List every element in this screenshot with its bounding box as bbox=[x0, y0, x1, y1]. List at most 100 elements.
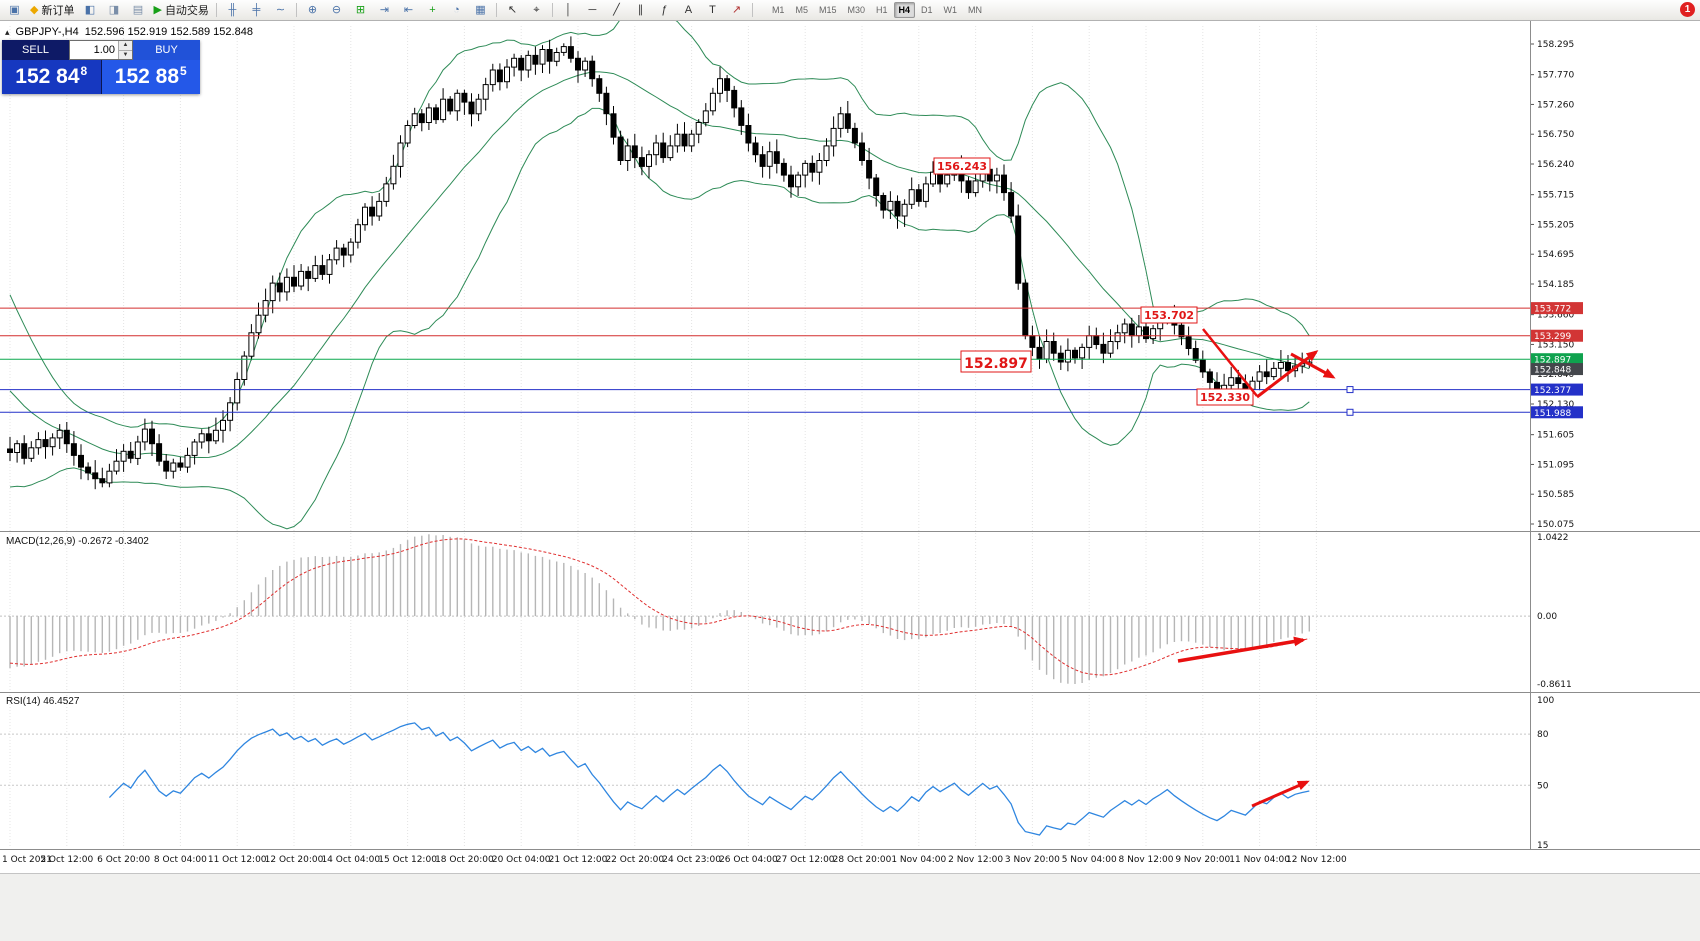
cursor-icon: ↖ bbox=[507, 3, 518, 16]
svg-text:151.095: 151.095 bbox=[1537, 460, 1574, 470]
terminal-button[interactable]: ▤ bbox=[126, 1, 149, 20]
svg-text:157.770: 157.770 bbox=[1537, 71, 1574, 81]
timeframe-h4[interactable]: H4 bbox=[893, 2, 916, 18]
timeframe-mn[interactable]: MN bbox=[968, 5, 983, 15]
channel-button[interactable]: ∥ bbox=[629, 1, 652, 20]
horizontal-line-button[interactable]: ─ bbox=[581, 1, 604, 20]
data-window-button[interactable]: ◨ bbox=[102, 1, 125, 20]
one-click-toggle-icon[interactable]: ▴ bbox=[5, 26, 10, 37]
svg-text:154.695: 154.695 bbox=[1537, 250, 1574, 260]
templates-icon: ▦ bbox=[475, 3, 486, 16]
svg-text:2 Nov 12:00: 2 Nov 12:00 bbox=[948, 855, 1003, 865]
auto-scroll-button[interactable]: ⇥ bbox=[373, 1, 396, 20]
indicators-button[interactable]: + bbox=[421, 1, 444, 20]
svg-text:154.185: 154.185 bbox=[1537, 280, 1574, 290]
market-watch-button[interactable]: ◧ bbox=[78, 1, 101, 20]
price-badge-151.988: 151.988 bbox=[1531, 406, 1583, 419]
buy-price-pip: 5 bbox=[180, 64, 187, 78]
line-chart-button[interactable]: ∼ bbox=[269, 1, 292, 20]
vertical-line-icon: │ bbox=[565, 3, 572, 16]
price-annotation-152.897[interactable]: 152.897 bbox=[960, 350, 1032, 373]
svg-text:8 Oct 04:00: 8 Oct 04:00 bbox=[154, 855, 207, 865]
svg-text:152.897: 152.897 bbox=[1534, 356, 1571, 366]
notification-badge[interactable]: 1 bbox=[1680, 2, 1695, 17]
timeframe-m1[interactable]: M1 bbox=[771, 5, 785, 15]
periods-button[interactable]: ◔ bbox=[445, 1, 468, 20]
text-label-button[interactable]: T bbox=[701, 1, 724, 20]
arrows-icon: ↗ bbox=[731, 3, 742, 16]
price-annotation-153.702[interactable]: 153.702 bbox=[1140, 306, 1198, 324]
one-click-trading-panel: SELL 1.00 ▲ ▼ BUY 152 84 8 152 88 5 bbox=[2, 40, 200, 94]
horizontal-line-152.377[interactable] bbox=[0, 386, 1530, 394]
macd-indicator: 1.0422 0.00 -0.8611 bbox=[0, 533, 1572, 690]
svg-text:0.00: 0.00 bbox=[1537, 612, 1557, 622]
candlestick-chart-button[interactable]: ╪ bbox=[245, 1, 268, 20]
volume-spinner: ▲ ▼ bbox=[118, 41, 132, 59]
timeframe-d1[interactable]: D1 bbox=[921, 5, 933, 15]
text-button[interactable]: A bbox=[677, 1, 700, 20]
svg-text:28 Oct 20:00: 28 Oct 20:00 bbox=[833, 855, 892, 865]
timeframe-h1[interactable]: H1 bbox=[876, 5, 888, 15]
trendline-button[interactable]: ╱ bbox=[605, 1, 628, 20]
bar-chart-icon: ╫ bbox=[228, 3, 237, 16]
svg-text:15: 15 bbox=[1537, 841, 1548, 851]
new-chart-button[interactable]: ▣ bbox=[3, 1, 26, 20]
buy-price[interactable]: 152 88 5 bbox=[101, 60, 200, 94]
svg-text:6 Oct 20:00: 6 Oct 20:00 bbox=[97, 855, 150, 865]
sell-button[interactable]: SELL bbox=[2, 40, 69, 60]
timeframe-w1[interactable]: W1 bbox=[943, 5, 958, 15]
price-annotation-152.330[interactable]: 152.330 bbox=[1196, 388, 1254, 406]
tile-windows-icon: ⊞ bbox=[355, 3, 366, 16]
templates-button[interactable]: ▦ bbox=[469, 1, 492, 20]
new-order-button[interactable]: ◆ 新订单 bbox=[27, 1, 77, 20]
fibonacci-icon: ƒ bbox=[661, 3, 668, 16]
svg-text:11 Oct 12:00: 11 Oct 12:00 bbox=[208, 855, 267, 865]
svg-text:152.330: 152.330 bbox=[1200, 391, 1250, 404]
arrows-button[interactable]: ↗ bbox=[725, 1, 748, 20]
svg-text:20 Oct 04:00: 20 Oct 04:00 bbox=[492, 855, 551, 865]
chart-grid bbox=[9, 26, 1317, 848]
timeframe-m30[interactable]: M30 bbox=[847, 5, 865, 15]
zoom-in-icon: ⊕ bbox=[307, 3, 318, 16]
ohlc-values: 152.596 152.919 152.589 152.848 bbox=[84, 26, 253, 38]
price-annotation-156.243[interactable]: 156.243 bbox=[933, 157, 991, 175]
volume-input[interactable]: 1.00 ▲ ▼ bbox=[69, 40, 133, 60]
svg-text:5 Nov 04:00: 5 Nov 04:00 bbox=[1062, 855, 1117, 865]
svg-text:1.0422: 1.0422 bbox=[1537, 533, 1569, 543]
svg-text:18 Oct 20:00: 18 Oct 20:00 bbox=[435, 855, 494, 865]
terminal-icon: ▤ bbox=[132, 3, 144, 16]
autotrading-button[interactable]: ▶ 自动交易 bbox=[150, 1, 211, 20]
sell-price[interactable]: 152 84 8 bbox=[2, 60, 102, 94]
vertical-line-button[interactable]: │ bbox=[557, 1, 580, 20]
svg-text:152.848: 152.848 bbox=[1534, 366, 1571, 376]
cursor-button[interactable]: ↖ bbox=[501, 1, 524, 20]
buy-button[interactable]: BUY bbox=[133, 40, 200, 60]
trendline-icon: ╱ bbox=[613, 3, 620, 16]
zoom-in-button[interactable]: ⊕ bbox=[301, 1, 324, 20]
volume-increase-button[interactable]: ▲ bbox=[119, 41, 132, 51]
bar-chart-button[interactable]: ╫ bbox=[221, 1, 244, 20]
svg-text:155.715: 155.715 bbox=[1537, 191, 1574, 201]
volume-decrease-button[interactable]: ▼ bbox=[119, 50, 132, 59]
text-label-icon: T bbox=[709, 3, 716, 16]
crosshair-button[interactable]: ⌖ bbox=[525, 1, 548, 20]
crosshair-icon: ⌖ bbox=[533, 3, 540, 16]
panel-separators bbox=[0, 20, 1700, 874]
svg-text:100: 100 bbox=[1537, 696, 1554, 706]
svg-text:153.660: 153.660 bbox=[1537, 311, 1574, 321]
chart-shift-button[interactable]: ⇤ bbox=[397, 1, 420, 20]
horizontal-line-151.988[interactable] bbox=[0, 408, 1530, 416]
svg-text:155.205: 155.205 bbox=[1537, 220, 1574, 230]
zoom-out-button[interactable]: ⊖ bbox=[325, 1, 348, 20]
svg-text:150.075: 150.075 bbox=[1537, 520, 1574, 530]
svg-text:156.240: 156.240 bbox=[1537, 160, 1574, 170]
timeframe-m5[interactable]: M5 bbox=[795, 5, 808, 15]
tile-windows-button[interactable]: ⊞ bbox=[349, 1, 372, 20]
autotrading-icon: ▶ bbox=[153, 3, 162, 16]
volume-value: 1.00 bbox=[93, 44, 115, 56]
timeframe-m15[interactable]: M15 bbox=[818, 5, 837, 15]
trend-arrows[interactable] bbox=[1177, 328, 1336, 808]
fibonacci-button[interactable]: ƒ bbox=[653, 1, 676, 20]
